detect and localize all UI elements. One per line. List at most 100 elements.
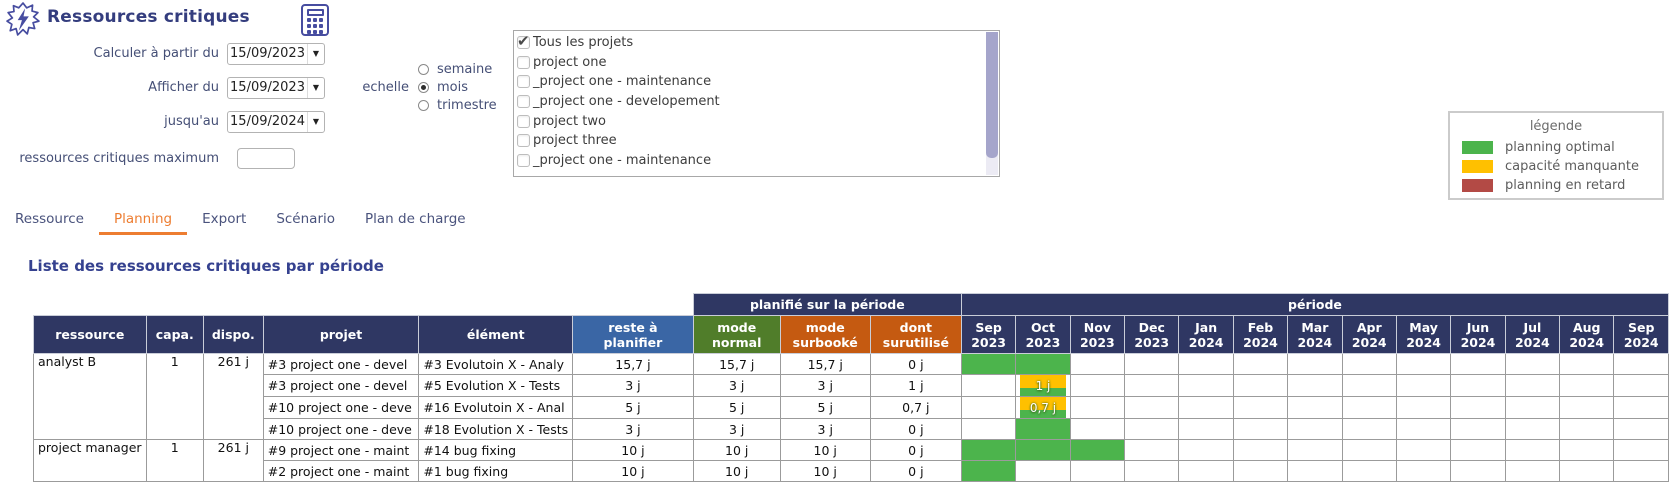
mode-normal-cell: 10 j (692, 460, 781, 482)
project-option[interactable]: ✔ Tous les projets (517, 33, 983, 53)
tabs: Ressource Planning Export Scénario Plan de c… (0, 204, 481, 235)
until-date-input[interactable]: 15/09/2024 ▼ (227, 110, 325, 133)
legend-swatch (1462, 179, 1493, 192)
gantt-cell (1124, 353, 1180, 375)
project-option[interactable]: project three (517, 131, 983, 151)
gantt-cell (1613, 374, 1669, 397)
project-option[interactable]: _project one - maintenance (517, 151, 983, 171)
gantt-cell (1069, 418, 1126, 440)
gantt-cell (1178, 396, 1234, 419)
mode-normal-cell: 15,7 j (692, 353, 781, 375)
calculator-screen (306, 9, 324, 16)
gantt-cell (1613, 439, 1669, 461)
gantt-cell (1504, 374, 1561, 397)
gantt-cell (1341, 439, 1397, 461)
gantt-cell (1395, 353, 1452, 375)
table-heading: Liste des ressources critiques par pério… (28, 257, 384, 275)
tab-ressource[interactable]: Ressource (15, 211, 84, 227)
dropdown-arrow-icon[interactable]: ▼ (307, 111, 324, 132)
checkbox-unchecked[interactable] (517, 114, 530, 128)
month-name: Aug (1572, 319, 1601, 335)
month-year: 2024 (1297, 334, 1333, 350)
check-icon: ✔ (517, 33, 530, 51)
month-header: Mar 2024 (1287, 315, 1343, 354)
gantt-cell (1232, 396, 1289, 419)
display-from-date-input[interactable]: 15/09/2023 ▼ (227, 76, 325, 99)
legend-swatch (1462, 141, 1493, 154)
month-name: Feb (1247, 319, 1274, 335)
tab-export[interactable]: Export (202, 211, 247, 227)
checkbox-unchecked[interactable] (517, 95, 530, 109)
gantt-cell (1395, 460, 1452, 482)
gantt-cell (1450, 460, 1506, 482)
month-header: Apr 2024 (1341, 315, 1397, 354)
checkbox-checked[interactable]: ✔ (517, 33, 530, 51)
checkbox-unchecked[interactable] (517, 134, 530, 148)
group-header-planned: planifié sur la période (692, 293, 962, 316)
month-name: Jun (1466, 319, 1490, 335)
mode-surbooke-cell: 15,7 j (779, 353, 871, 375)
month-header: Nov 2023 (1069, 315, 1126, 354)
gantt-cell (1287, 396, 1343, 419)
reste-cell: 3 j (572, 374, 694, 397)
gantt-cell (1178, 353, 1234, 375)
gantt-cell (1232, 439, 1289, 461)
scrollbar[interactable] (986, 32, 998, 175)
month-name: May (1409, 319, 1438, 335)
legend-label: planning optimal (1505, 140, 1615, 155)
radio-label: semaine (437, 61, 493, 77)
dont-surutilise-cell: 0 j (869, 418, 962, 440)
month-name: Mar (1301, 319, 1329, 335)
month-year: 2023 (1134, 334, 1170, 350)
project-list[interactable]: ✔ Tous les projets project one _project one… (513, 30, 1000, 177)
calculator-icon[interactable] (301, 4, 329, 36)
gantt-cell (1341, 353, 1397, 375)
gantt-cell (1069, 396, 1126, 419)
checkbox-unchecked[interactable] (517, 75, 530, 89)
reste-cell: 10 j (572, 439, 694, 461)
calculate-from-label: Calculer à partir du (93, 46, 219, 61)
project-option[interactable]: _project one - developement (517, 92, 983, 112)
project-option[interactable]: project two (517, 111, 983, 131)
gantt-cell (1178, 439, 1234, 461)
gantt-cell (1613, 396, 1669, 419)
checkbox-unchecked[interactable] (517, 153, 530, 167)
tab-plan-de-charge[interactable]: Plan de charge (365, 211, 466, 227)
date-filters: Calculer à partir du 15/09/2023 ▼ Affich… (0, 42, 325, 145)
dropdown-arrow-icon[interactable]: ▼ (307, 43, 324, 64)
radio-option-mois[interactable]: mois (418, 78, 497, 96)
tab-planning[interactable]: Planning (98, 204, 188, 235)
display-from-label: Afficher du (148, 80, 219, 95)
gantt-cell (1504, 396, 1561, 419)
month-name: Jul (1523, 319, 1542, 335)
project-option[interactable]: project one (517, 53, 983, 73)
dropdown-arrow-icon[interactable]: ▼ (307, 77, 324, 98)
radio-label: trimestre (437, 97, 497, 113)
radio-icon[interactable] (418, 81, 429, 93)
project-option-label: _project one - maintenance (533, 74, 712, 90)
month-year: 2024 (1243, 334, 1278, 350)
gantt-cell (1287, 374, 1343, 397)
scrollbar-thumb[interactable] (986, 32, 998, 158)
radio-icon[interactable] (418, 99, 429, 111)
calculate-from-date-input[interactable]: 15/09/2023 ▼ (227, 42, 325, 65)
project-option[interactable]: _project one - maintenance (517, 72, 983, 92)
checkbox-unchecked[interactable] (517, 55, 530, 69)
gantt-cell (1450, 418, 1506, 440)
gantt-cell (1341, 418, 1397, 440)
gantt-cell (1178, 460, 1234, 482)
calculator-keys (303, 18, 327, 34)
tab-scenario[interactable]: Scénario (276, 211, 335, 227)
max-resources-input[interactable] (237, 147, 295, 169)
month-header: Jun 2024 (1450, 315, 1506, 354)
month-header: May 2024 (1395, 315, 1452, 354)
radio-icon[interactable] (418, 63, 429, 75)
gantt-cell (960, 418, 1017, 440)
radio-option-trimestre[interactable]: trimestre (418, 96, 497, 114)
capa-cell: 1 (145, 353, 204, 440)
legend-title: légende (1529, 119, 1583, 134)
month-year: 2024 (1406, 334, 1441, 350)
dont-surutilise-cell: 0 j (869, 353, 962, 375)
radio-option-semaine[interactable]: semaine (418, 60, 497, 78)
reste-cell: 15,7 j (572, 353, 694, 375)
